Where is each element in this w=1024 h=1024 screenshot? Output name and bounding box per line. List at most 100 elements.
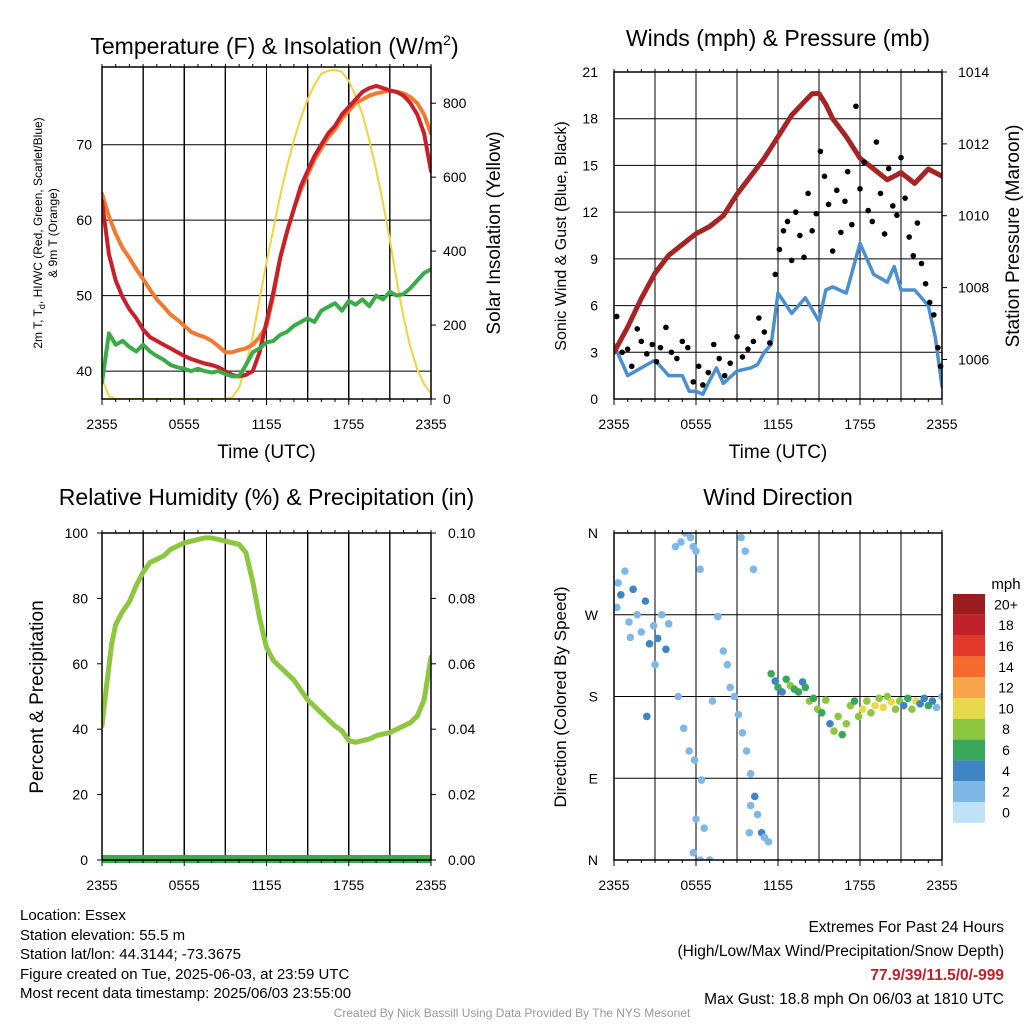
speed-legend: mph 20+ 18 16 14 12 10 8 6 4 2 0 [953,576,1021,823]
wind-direction-point [658,610,666,619]
y-left-tick-label: 80 [72,590,88,606]
location-text: Location: Essex [20,907,126,924]
wind-direction-point [626,633,635,642]
x-tick-label: 0555 [680,416,711,432]
wind-direction-point [745,828,754,837]
gust-point [914,220,921,226]
y-right-tick-label: 800 [443,95,467,111]
legend-swatch [953,739,985,761]
gust-point [825,201,832,208]
y-right-tick-label: 600 [443,169,467,185]
wind-direction-point [689,848,698,857]
direction-tick-label: W [585,607,599,623]
gust-point [838,229,844,236]
wind-direction-point [842,719,851,728]
x-tick-label: 2355 [86,877,117,893]
wind-direction-point [746,769,755,778]
wind-direction-point [629,585,637,594]
winds-y-axis-label: Sonic Wind & Gust (Blue, Black) [553,121,570,350]
x-tick-label: 2355 [598,877,629,893]
wind-direction-point [692,815,700,823]
direction-tick-label: S [589,689,598,705]
y-right-tick-label: 0.02 [448,787,475,803]
x-tick-label: 2355 [598,416,629,432]
wind-direction-point [697,776,706,784]
wind-direction-point [771,677,780,685]
y-right-tick-label: 1014 [958,64,989,80]
y-right-tick-label: 0.10 [448,525,475,541]
gust-point [853,103,859,110]
temperature-x-axis-label: Time (UTC) [217,442,316,463]
legend-swatch [953,781,985,802]
gust-point [772,271,779,278]
gust-point [624,346,631,352]
latlon-text: Station lat/lon: 44.3144; -73.3675 [20,946,242,963]
y-left-tick-label: 9 [590,251,598,267]
y-right-tick-label: 0.08 [448,590,475,606]
gust-point [679,338,686,345]
x-tick-label: 2355 [415,416,446,432]
winds-chart-title: Winds (mph) & Pressure (mb) [626,25,930,51]
legend-swatch [953,718,985,740]
y-left-tick-label: 0 [80,852,88,868]
wind-direction-point [730,692,739,701]
wind-direction-point [871,701,879,710]
gust-point [918,260,925,267]
wind-direction-point [681,533,689,537]
gust-point [727,360,733,366]
wind-direction-point [625,618,633,626]
y-left-tick-label: 40 [72,721,88,737]
gust-point [865,207,871,214]
y-left-tick-label: 60 [76,212,92,228]
wind-direction-point [737,533,745,542]
legend-title: mph [991,576,1020,593]
x-tick-label: 1755 [333,416,364,432]
gust-point [745,346,751,352]
gust-point [797,232,803,239]
wind-direction-chart-title: Wind Direction [703,484,853,510]
legend-label: 16 [998,638,1014,654]
wind-direction-point [723,660,732,669]
wind-direction-point [742,747,751,755]
y-left-tick-label: 40 [76,363,92,379]
legend-label: 6 [1002,742,1010,758]
wind-direction-point [826,719,834,728]
x-tick-label: 0555 [169,877,200,893]
wind-direction-point [782,675,790,684]
max-gust-text: Max Gust: 18.8 mph On 06/03 at 1810 UTC [704,991,1004,1008]
extremes-title: Extremes For Past 24 Hours [808,919,1004,936]
wind-direction-point [858,705,867,714]
legend-label: 14 [998,659,1014,675]
wind-direction-point [621,567,629,575]
legend-swatch [953,656,985,678]
y-right-tick-label: 0.06 [448,656,475,672]
gust-point [849,221,855,228]
wind-direction-point [879,703,888,712]
wind-direction-point [637,628,646,636]
direction-tick-label: E [589,770,598,786]
legend-label: 12 [998,680,1014,696]
x-tick-label: 0555 [680,877,711,893]
wind-direction-point [617,590,625,599]
gust-point [739,354,746,360]
gust-point [780,228,787,234]
gust-point [721,372,728,379]
wind-direction-point [677,538,685,546]
legend-label: 0 [1002,804,1010,820]
temperature-series-line [102,69,431,399]
gust-point [898,154,904,161]
wind-direction-point [741,547,749,555]
wind-direction-point [838,730,847,739]
x-tick-label: 1155 [251,416,281,432]
gust-point [663,324,669,331]
winds-panel: 0 3 6 9 12 15 18 21 1006 1008 1010 1012 1014 2355 0555… [553,25,1024,463]
wind-direction-point [753,810,762,819]
temperature-panel: 40 50 60 70 0 200 400 600 800 2355 0555 1155 1755 235… [31,32,505,463]
y-right-tick-label: 0.04 [448,721,475,737]
gust-point [877,190,884,197]
gust-point [792,209,799,215]
wind-direction-point [904,694,912,703]
gust-point [910,252,917,259]
wind-direction-point [794,688,803,696]
wind-direction-point [674,692,683,701]
